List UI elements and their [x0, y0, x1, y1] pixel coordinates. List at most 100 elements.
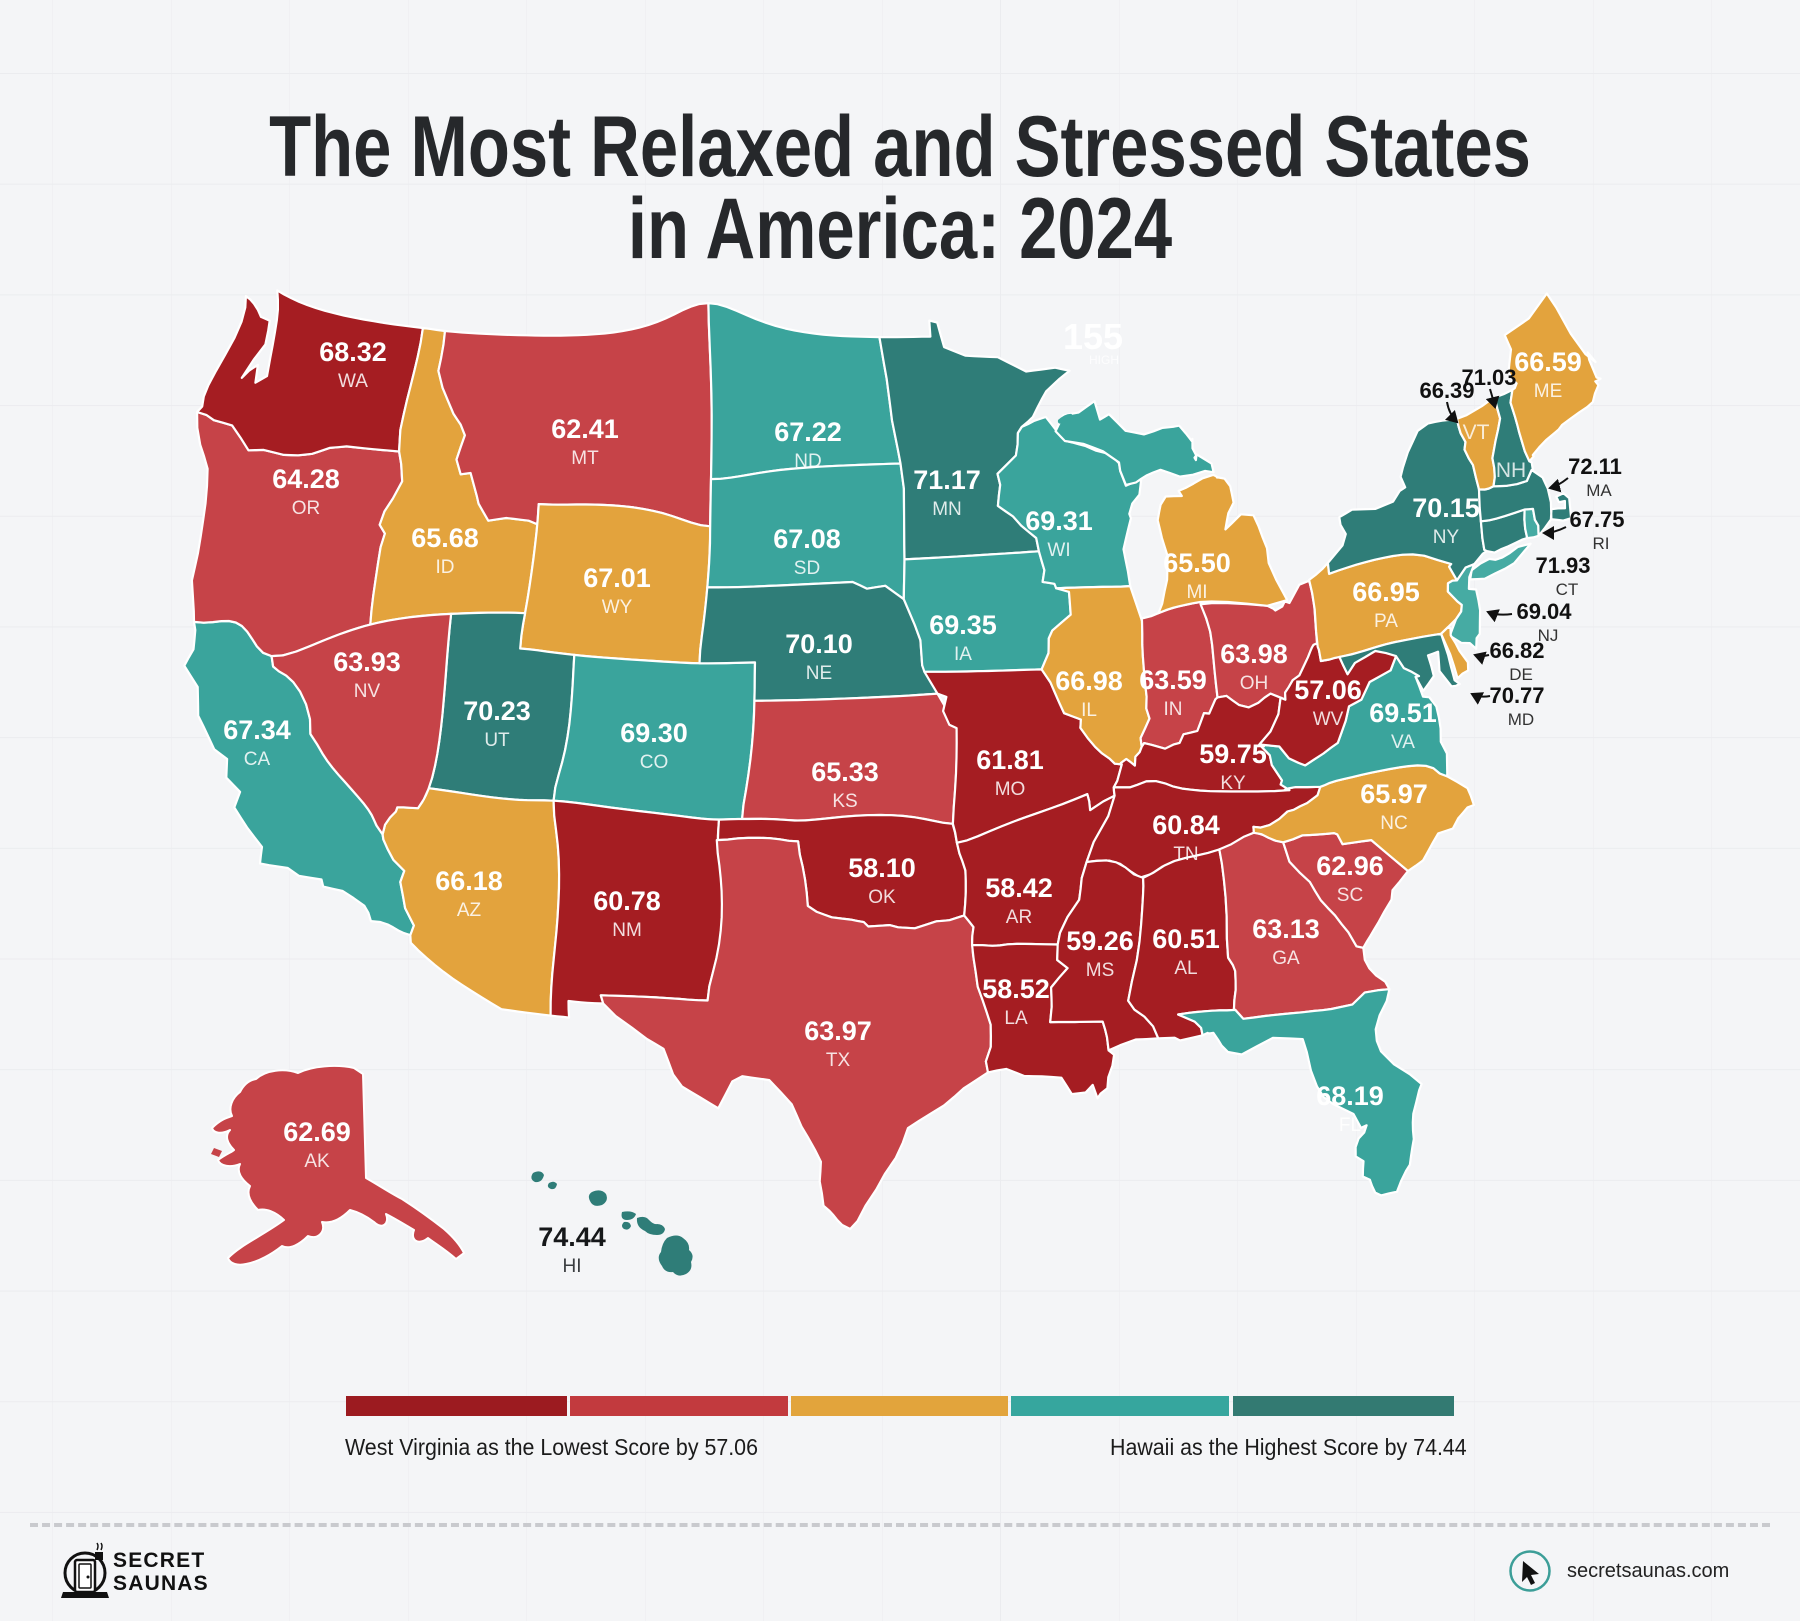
- svg-text:63.93: 63.93: [333, 647, 401, 677]
- svg-text:CA: CA: [244, 749, 271, 770]
- svg-text:FL: FL: [1339, 1115, 1361, 1136]
- svg-text:AK: AK: [304, 1151, 330, 1172]
- svg-text:155: 155: [1063, 316, 1123, 357]
- svg-text:59.26: 59.26: [1066, 926, 1134, 956]
- svg-text:66.18: 66.18: [435, 866, 503, 896]
- svg-text:AL: AL: [1174, 958, 1197, 979]
- svg-text:64.28: 64.28: [272, 464, 340, 494]
- svg-text:67.22: 67.22: [774, 417, 842, 447]
- svg-text:TX: TX: [826, 1050, 851, 1071]
- svg-text:61.81: 61.81: [976, 745, 1044, 775]
- svg-text:VT: VT: [1463, 421, 1490, 444]
- svg-text:OH: OH: [1240, 673, 1269, 694]
- svg-text:NH: NH: [1496, 459, 1526, 482]
- svg-text:UT: UT: [484, 730, 510, 751]
- svg-text:63.13: 63.13: [1252, 914, 1320, 944]
- svg-text:62.69: 62.69: [283, 1117, 351, 1147]
- svg-text:PA: PA: [1374, 611, 1398, 632]
- svg-text:67.34: 67.34: [223, 715, 291, 745]
- svg-text:secretsaunas.com: secretsaunas.com: [1567, 1560, 1729, 1582]
- svg-text:69.04: 69.04: [1516, 599, 1572, 624]
- svg-text:62.41: 62.41: [551, 414, 619, 444]
- svg-text:69.51: 69.51: [1369, 698, 1437, 728]
- svg-text:69.35: 69.35: [929, 610, 997, 640]
- svg-text:GA: GA: [1272, 948, 1300, 969]
- svg-text:71.03: 71.03: [1461, 365, 1516, 390]
- svg-text:71.93: 71.93: [1535, 553, 1590, 578]
- svg-text:65.50: 65.50: [1163, 548, 1231, 578]
- svg-text:69.31: 69.31: [1025, 506, 1093, 536]
- svg-text:MS: MS: [1086, 960, 1115, 981]
- svg-text:IL: IL: [1081, 700, 1097, 721]
- svg-text:IA: IA: [954, 644, 972, 665]
- svg-text:MI: MI: [1186, 582, 1207, 603]
- svg-text:72.11: 72.11: [1568, 454, 1622, 479]
- svg-text:66.39: 66.39: [1419, 378, 1474, 403]
- svg-text:NM: NM: [612, 920, 642, 941]
- svg-text:63.59: 63.59: [1139, 665, 1207, 695]
- svg-text:CT: CT: [1556, 580, 1579, 599]
- svg-text:KS: KS: [832, 791, 857, 812]
- svg-text:NV: NV: [354, 681, 381, 702]
- svg-text:71.17: 71.17: [913, 465, 981, 495]
- svg-text:65.33: 65.33: [811, 757, 879, 787]
- svg-text:58.42: 58.42: [985, 873, 1053, 903]
- svg-text:70.10: 70.10: [785, 629, 853, 659]
- svg-text:HIGH: HIGH: [1089, 353, 1119, 367]
- svg-text:WI: WI: [1047, 540, 1070, 561]
- svg-text:66.98: 66.98: [1055, 666, 1123, 696]
- svg-text:67.01: 67.01: [583, 563, 651, 593]
- svg-text:59.75: 59.75: [1199, 739, 1267, 769]
- svg-text:OK: OK: [868, 887, 896, 908]
- svg-text:DE: DE: [1509, 665, 1533, 684]
- svg-text:MN: MN: [932, 499, 962, 520]
- svg-text:60.84: 60.84: [1152, 810, 1220, 840]
- svg-text:MD: MD: [1508, 710, 1534, 729]
- svg-text:70.77: 70.77: [1489, 683, 1544, 708]
- svg-text:TN: TN: [1173, 844, 1198, 865]
- svg-text:KY: KY: [1220, 773, 1246, 794]
- svg-text:58.10: 58.10: [848, 853, 916, 883]
- svg-text:WA: WA: [338, 371, 368, 392]
- svg-text:67.08: 67.08: [773, 524, 841, 554]
- svg-text:58.52: 58.52: [982, 974, 1050, 1004]
- svg-text:66.82: 66.82: [1489, 638, 1544, 663]
- svg-text:74.44: 74.44: [538, 1222, 606, 1252]
- svg-text:ME: ME: [1534, 381, 1563, 402]
- svg-text:60.51: 60.51: [1152, 924, 1220, 954]
- svg-text:60.78: 60.78: [593, 886, 661, 916]
- svg-text:NE: NE: [806, 663, 832, 684]
- svg-text:SC: SC: [1337, 885, 1363, 906]
- svg-text:NC: NC: [1380, 813, 1407, 834]
- svg-text:65.97: 65.97: [1360, 779, 1428, 809]
- svg-text:CO: CO: [640, 752, 669, 773]
- svg-text:OR: OR: [292, 498, 321, 519]
- svg-text:70.23: 70.23: [463, 696, 531, 726]
- svg-text:WY: WY: [602, 597, 633, 618]
- svg-text:MT: MT: [571, 448, 599, 469]
- svg-text:69.30: 69.30: [620, 718, 688, 748]
- svg-text:68.19: 68.19: [1316, 1081, 1384, 1111]
- svg-text:70.15: 70.15: [1412, 493, 1480, 523]
- svg-text:62.96: 62.96: [1316, 851, 1384, 881]
- svg-text:68.32: 68.32: [319, 337, 387, 367]
- svg-text:66.59: 66.59: [1514, 347, 1582, 377]
- svg-text:57.06: 57.06: [1294, 675, 1362, 705]
- svg-text:VA: VA: [1391, 732, 1415, 753]
- svg-text:67.75: 67.75: [1569, 507, 1624, 532]
- svg-text:SECRET: SECRET: [113, 1549, 205, 1572]
- svg-text:AR: AR: [1006, 907, 1032, 928]
- svg-text:65.68: 65.68: [411, 523, 479, 553]
- svg-text:LA: LA: [1004, 1008, 1028, 1029]
- svg-text:MA: MA: [1586, 481, 1612, 500]
- svg-text:IN: IN: [1164, 699, 1183, 720]
- svg-text:63.97: 63.97: [804, 1016, 872, 1046]
- svg-text:MO: MO: [995, 779, 1026, 800]
- svg-text:ND: ND: [794, 451, 821, 472]
- svg-text:WV: WV: [1313, 709, 1344, 730]
- svg-text:NJ: NJ: [1538, 626, 1559, 645]
- svg-text:66.95: 66.95: [1352, 577, 1420, 607]
- svg-text:SD: SD: [794, 558, 820, 579]
- svg-text:AZ: AZ: [457, 900, 482, 921]
- svg-text:NY: NY: [1433, 527, 1460, 548]
